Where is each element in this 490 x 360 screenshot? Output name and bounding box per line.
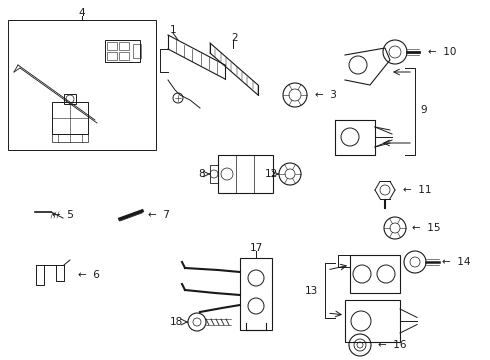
Text: ←  15: ← 15: [412, 223, 441, 233]
Bar: [52, 134, 88, 142]
Text: ←  14: ← 14: [442, 257, 470, 267]
Text: ←  11: ← 11: [403, 185, 432, 195]
Bar: [64, 94, 76, 104]
Bar: [210, 165, 218, 183]
Text: 13: 13: [305, 286, 318, 296]
Bar: [52, 102, 88, 134]
Bar: [240, 258, 272, 330]
Text: 1: 1: [170, 25, 176, 35]
Text: ←  16: ← 16: [378, 340, 407, 350]
Bar: [107, 52, 117, 60]
Text: 4: 4: [79, 8, 85, 18]
Text: ←  6: ← 6: [78, 270, 100, 280]
Text: 2: 2: [232, 33, 238, 43]
Text: 8: 8: [198, 169, 205, 179]
Bar: [119, 42, 129, 50]
Text: ←  7: ← 7: [148, 210, 170, 220]
Text: 9: 9: [420, 105, 427, 115]
Bar: [350, 255, 400, 293]
Text: 12: 12: [265, 169, 278, 179]
Bar: [133, 44, 141, 58]
Text: 17: 17: [249, 243, 263, 253]
Bar: [345, 300, 400, 342]
Bar: [107, 42, 117, 50]
Bar: [218, 155, 273, 193]
Bar: [8, 20, 156, 150]
Text: ←  5: ← 5: [52, 210, 74, 220]
Text: ←  3: ← 3: [315, 90, 337, 100]
Text: 18: 18: [170, 317, 183, 327]
Text: ←  10: ← 10: [428, 47, 456, 57]
Bar: [105, 40, 140, 62]
Bar: [119, 52, 129, 60]
